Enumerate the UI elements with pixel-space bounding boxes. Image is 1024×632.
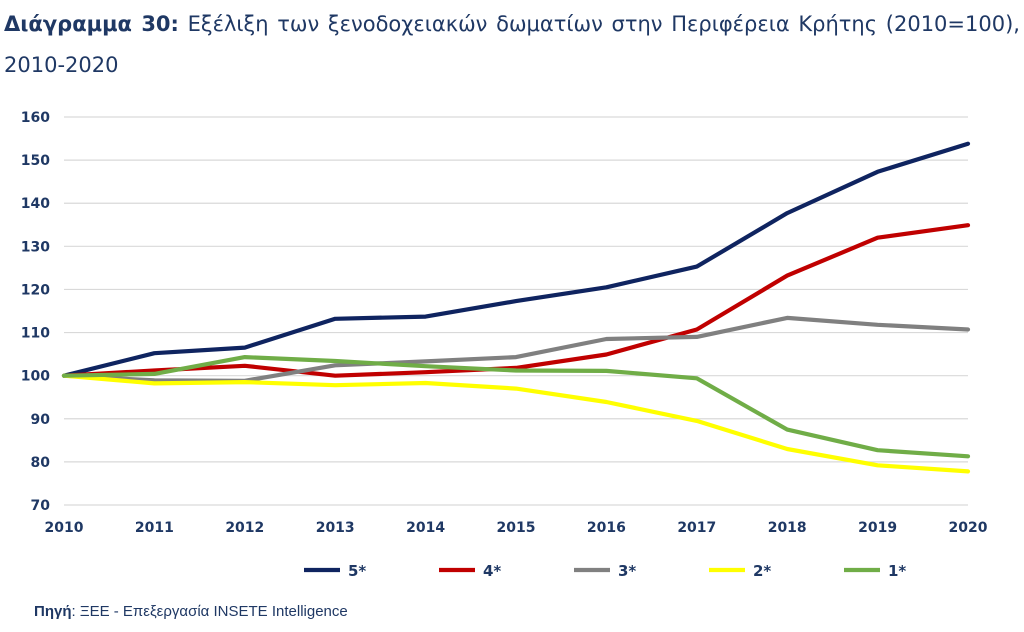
- legend-label: 2*: [753, 562, 771, 580]
- x-tick-label: 2010: [45, 520, 84, 536]
- legend-item: 4*: [439, 562, 501, 580]
- x-tick-label: 2014: [406, 520, 445, 536]
- y-tick-label: 90: [31, 412, 51, 428]
- series-line-4: [61, 373, 971, 474]
- series-line-1: [61, 141, 971, 378]
- source-note: Πηγή: ΞΕΕ - Επεξεργασία INSETE Intellige…: [34, 603, 348, 620]
- legend-label: 3*: [618, 562, 636, 580]
- legend-label: 5*: [348, 562, 366, 580]
- x-tick-label: 2013: [316, 520, 355, 536]
- x-tick-label: 2016: [587, 520, 626, 536]
- legend-item: 5*: [304, 562, 366, 580]
- legend-label: 4*: [483, 562, 501, 580]
- x-tick-label: 2011: [135, 520, 174, 536]
- y-tick-label: 70: [31, 498, 51, 514]
- x-tick-label: 2020: [949, 520, 988, 536]
- chart-title-text: Εξέλιξη των ξενοδοχειακών δωματίων στην …: [4, 12, 1020, 77]
- source-lead: Πηγή: [34, 603, 72, 620]
- legend-item: 1*: [844, 562, 906, 580]
- x-tick-label: 2017: [677, 520, 716, 536]
- y-tick-label: 160: [21, 110, 50, 126]
- x-tick-label: 2012: [225, 520, 264, 536]
- x-tick-label: 2018: [768, 520, 807, 536]
- chart-title: Διάγραμμα 30: Εξέλιξη των ξενοδοχειακών …: [4, 4, 1020, 86]
- y-tick-label: 140: [21, 196, 50, 212]
- x-tick-label: 2015: [497, 520, 536, 536]
- x-tick-label: 2019: [858, 520, 897, 536]
- series-line-2: [61, 223, 971, 378]
- y-tick-label: 110: [21, 326, 50, 342]
- source-text: : ΞΕΕ - Επεξεργασία INSETE Intelligence: [71, 603, 348, 620]
- y-tick-label: 100: [21, 369, 50, 385]
- y-tick-label: 80: [31, 455, 51, 471]
- legend-item: 3*: [574, 562, 636, 580]
- legend-label: 1*: [888, 562, 906, 580]
- chart-title-lead: Διάγραμμα 30:: [4, 12, 179, 36]
- legend-item: 2*: [709, 562, 771, 580]
- series-line-5: [61, 355, 971, 459]
- y-tick-label: 120: [21, 282, 50, 298]
- line-chart: 70 80 90 100 110 120 130 140 150 160 2010 2011 2012…: [21, 110, 988, 580]
- y-tick-label: 130: [21, 239, 50, 255]
- y-tick-label: 150: [21, 153, 50, 169]
